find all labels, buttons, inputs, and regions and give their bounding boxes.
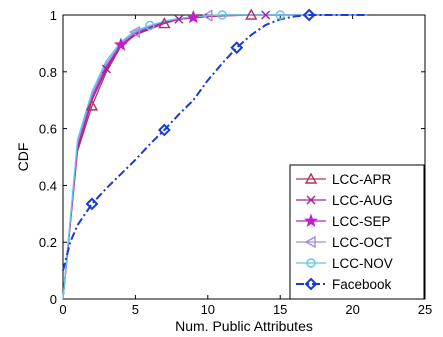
data-point-marker	[85, 197, 99, 211]
legend-label: LCC-OCT	[332, 235, 392, 250]
legend-label: LCC-AUG	[332, 193, 393, 208]
data-point-marker	[302, 8, 316, 22]
legend-label: LCC-APR	[332, 172, 392, 187]
legend-marker	[304, 172, 318, 184]
data-point-marker	[158, 17, 171, 29]
data-point-marker	[245, 8, 258, 20]
x-tick-label: 25	[418, 302, 432, 317]
x-tick-label: 15	[273, 302, 287, 317]
data-point-marker	[174, 14, 184, 24]
x-tick-label: 5	[132, 302, 139, 317]
data-point-marker	[186, 9, 201, 24]
data-point-marker	[261, 10, 271, 20]
y-axis-label: CDF	[15, 143, 31, 172]
data-point-marker	[85, 99, 99, 111]
legend-box	[289, 164, 425, 300]
data-point-marker	[128, 25, 141, 39]
legend-label: Facebook	[332, 277, 392, 292]
data-point-marker	[201, 9, 213, 22]
series-markers	[85, 8, 316, 211]
series-line-facebook	[62, 14, 368, 271]
data-point-marker	[157, 123, 171, 137]
axes: 0 5 10 15 20 25 0 0.2 0.4 0.6 0.8 1	[39, 8, 432, 317]
data-point-marker	[113, 37, 128, 51]
x-tick-label: 10	[201, 302, 215, 317]
x-tick-label: 20	[345, 302, 359, 317]
legend-marker	[304, 235, 316, 249]
data-point-marker	[275, 10, 285, 20]
series-lines	[62, 14, 368, 300]
legend-marker	[306, 195, 316, 205]
y-tick-label: 0.6	[39, 122, 57, 137]
y-tick-label: 0.8	[39, 65, 57, 80]
data-point-marker	[101, 64, 111, 74]
x-tick-label: 0	[59, 302, 66, 317]
legend-label: LCC-SEP	[332, 214, 391, 229]
legend-marker	[303, 213, 319, 228]
data-point-marker	[145, 20, 155, 31]
data-point-marker	[217, 10, 227, 20]
series-line-lcc-nov	[62, 14, 368, 300]
y-tick-label: 0	[50, 292, 57, 307]
y-tick-label: 0.4	[39, 178, 57, 193]
x-axis-label: Num. Public Attributes	[175, 318, 313, 334]
data-point-marker	[230, 41, 244, 55]
legend-marker	[304, 277, 318, 291]
legend-marker	[306, 258, 316, 268]
legend: LCC-APR LCC-AUG LCC-SEP LCC-OCT LCC-NOV Faceb…	[289, 164, 425, 300]
y-tick-label: 1	[50, 8, 57, 23]
y-tick-label: 0.2	[39, 235, 57, 250]
legend-label: LCC-NOV	[332, 256, 393, 271]
